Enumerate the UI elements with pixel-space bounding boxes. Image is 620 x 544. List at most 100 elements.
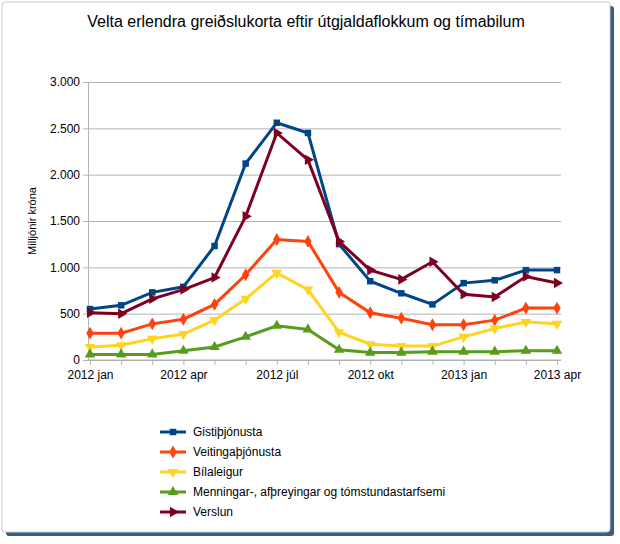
marker xyxy=(398,274,407,285)
marker xyxy=(305,155,314,166)
grid-line xyxy=(88,175,561,176)
x-tick-mark xyxy=(526,360,527,365)
legend-item: Veitingaþjónusta xyxy=(160,445,281,459)
x-tick-label: 2013 apr xyxy=(534,368,581,382)
marker xyxy=(492,292,501,303)
marker xyxy=(335,286,342,299)
marker xyxy=(147,336,158,345)
marker xyxy=(178,331,189,340)
series xyxy=(86,233,560,339)
y-axis: 05001.0001.5002.0002.5003.000 xyxy=(50,75,89,367)
y-tick-mark xyxy=(83,82,88,83)
x-tick-mark xyxy=(339,360,340,365)
marker xyxy=(118,302,124,308)
legend-label: Verslun xyxy=(193,505,233,519)
marker xyxy=(147,348,158,357)
x-tick-mark xyxy=(277,360,278,365)
marker xyxy=(273,233,280,246)
y-tick: 500 xyxy=(60,307,88,321)
legend-marker xyxy=(168,486,179,495)
marker xyxy=(85,348,96,357)
series-line xyxy=(90,123,557,309)
legend-item: Bílaleigur xyxy=(160,465,243,479)
marker xyxy=(334,344,345,353)
y-tick: 0 xyxy=(73,353,88,367)
marker xyxy=(242,268,249,281)
series-line xyxy=(90,240,557,334)
grid-tick xyxy=(88,360,561,361)
y-tick-mark xyxy=(83,128,88,129)
y-tick-label: 2.000 xyxy=(50,168,80,182)
x-tick xyxy=(432,360,433,365)
y-tick: 1.000 xyxy=(50,261,88,275)
x-tick: 2013 apr xyxy=(534,360,581,382)
legend-marker xyxy=(169,446,176,459)
x-tick: 2012 okt xyxy=(348,360,395,382)
x-tick-mark xyxy=(121,360,122,365)
marker xyxy=(396,347,407,356)
marker xyxy=(458,334,469,343)
x-tick-mark xyxy=(464,360,465,365)
marker xyxy=(336,236,345,247)
legend: GistiþjónustaVeitingaþjónustaBílaleigurM… xyxy=(160,425,445,519)
marker xyxy=(149,317,156,330)
marker xyxy=(180,313,187,326)
y-tick-label: 0 xyxy=(73,353,80,367)
marker xyxy=(429,257,438,268)
marker xyxy=(522,302,529,315)
series xyxy=(87,120,560,313)
x-tick-mark xyxy=(308,360,309,365)
y-tick-label: 3.000 xyxy=(50,75,80,89)
marker xyxy=(180,284,189,295)
marker xyxy=(521,319,532,328)
marker xyxy=(398,312,405,325)
y-tick: 1.500 xyxy=(50,214,88,228)
marker xyxy=(366,306,373,319)
x-tick-mark xyxy=(152,360,153,365)
marker xyxy=(334,329,345,338)
y-axis-title: Milljónir króna xyxy=(26,186,38,255)
x-tick-mark xyxy=(401,360,402,365)
x-tick: 2012 júl xyxy=(256,360,298,382)
legend-item: Verslun xyxy=(160,505,233,519)
x-tick xyxy=(526,360,527,365)
x-tick-label: 2013 jan xyxy=(441,368,487,382)
marker xyxy=(303,287,314,296)
marker xyxy=(211,243,217,249)
x-tick-label: 2012 jan xyxy=(67,368,113,382)
marker xyxy=(86,327,93,340)
y-tick-mark xyxy=(83,221,88,222)
grid-line xyxy=(88,82,561,83)
frame xyxy=(2,2,610,532)
marker xyxy=(272,320,283,329)
grid-tick xyxy=(88,175,561,176)
grid-tick xyxy=(88,221,561,222)
y-tick-mark xyxy=(83,175,88,176)
x-tick-mark xyxy=(495,360,496,365)
grid xyxy=(88,83,561,361)
legend-item: Gistiþjónusta xyxy=(160,425,263,439)
x-tick-mark xyxy=(215,360,216,365)
marker xyxy=(552,321,563,330)
x-tick-label: 2012 apr xyxy=(160,368,207,382)
marker xyxy=(491,314,498,327)
legend-marker xyxy=(170,429,176,435)
y-tick-label: 1.500 xyxy=(50,214,80,228)
plot-area xyxy=(85,120,563,358)
x-tick-mark xyxy=(246,360,247,365)
marker xyxy=(552,345,563,354)
x-tick xyxy=(339,360,340,365)
grid-tick xyxy=(88,128,561,129)
x-tick xyxy=(121,360,122,365)
marker xyxy=(274,120,280,126)
x-tick: 2013 jan xyxy=(441,360,487,382)
y-tick-mark xyxy=(83,360,88,361)
x-tick xyxy=(152,360,153,365)
marker xyxy=(211,298,218,311)
marker xyxy=(461,289,470,300)
marker xyxy=(211,272,220,283)
series-line xyxy=(90,326,557,355)
marker xyxy=(274,128,283,139)
marker xyxy=(553,302,560,315)
marker xyxy=(365,347,376,356)
